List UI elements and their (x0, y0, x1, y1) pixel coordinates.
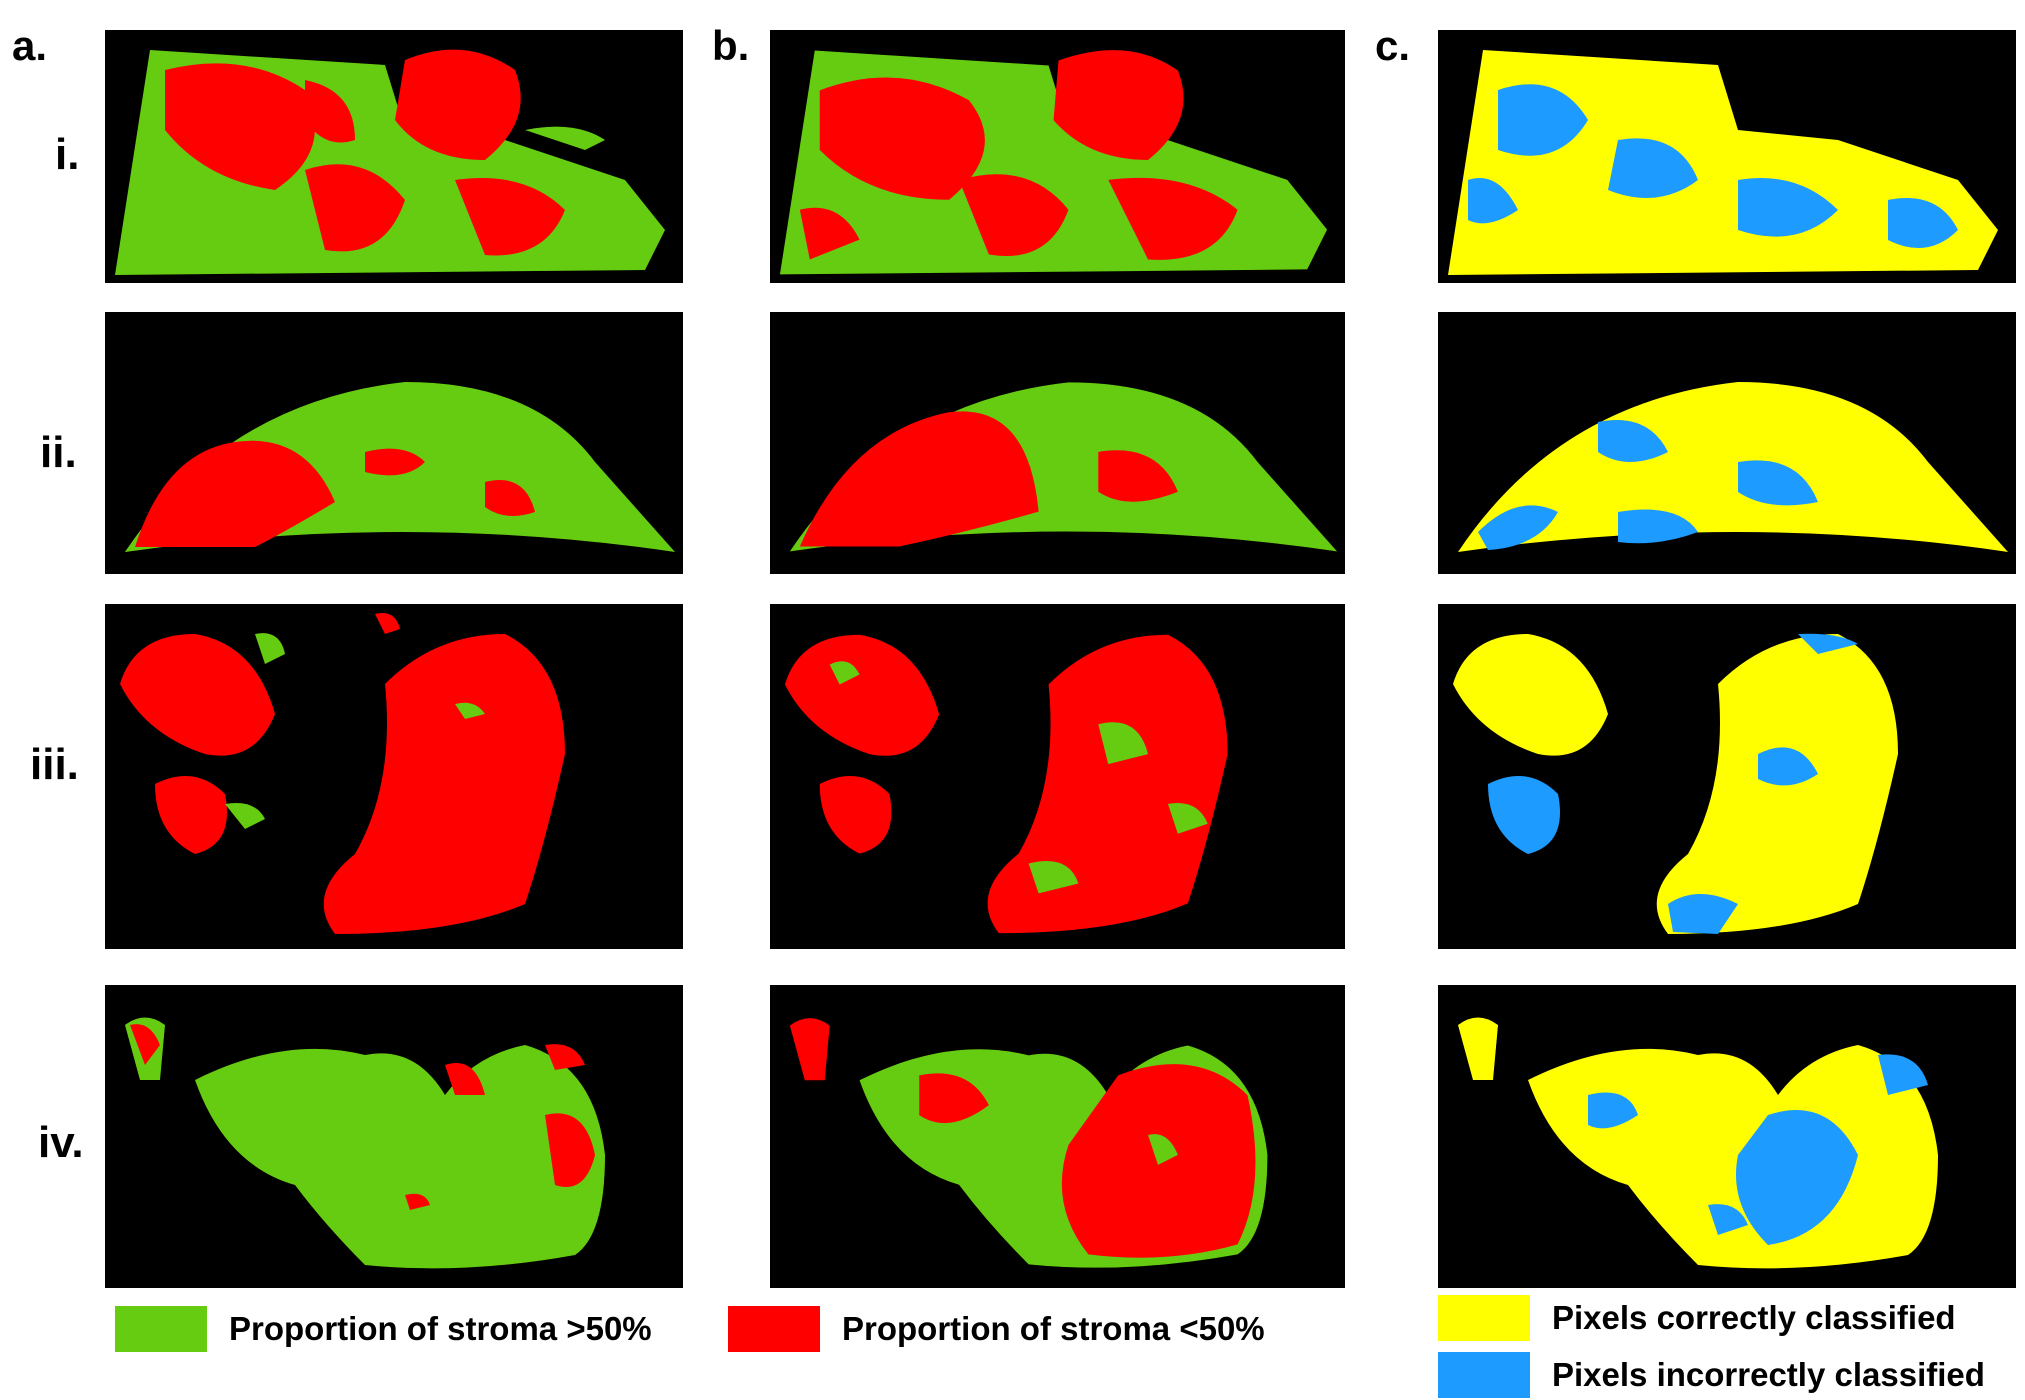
legend-label-stroma-low: Proportion of stroma <50% (842, 1310, 1265, 1347)
tissue-map-a-ii (125, 382, 675, 552)
panel-b-iii (770, 604, 1345, 949)
tissue-map-c-i (1448, 50, 1998, 275)
tissue-map-b-ii (789, 382, 1338, 552)
panel-c-i (1438, 30, 2016, 283)
tissue-map-a-iv (125, 1017, 605, 1269)
panel-a-i (105, 30, 683, 283)
tissue-map-a-i (115, 49, 665, 275)
legend-label-stroma-high: Proportion of stroma >50% (229, 1310, 652, 1347)
panel-c-iv (1438, 985, 2016, 1288)
row-label-iv: iv. (38, 1118, 84, 1167)
row-label-iii: iii. (30, 740, 79, 789)
tissue-map-c-iii (1453, 633, 1898, 934)
panel-b-i (770, 30, 1345, 283)
row-label-ii: ii. (40, 428, 77, 477)
tissue-map-b-iv (789, 1018, 1268, 1268)
panel-a-ii (105, 312, 683, 574)
legend-incorrect: Pixels incorrectly classified (1438, 1352, 1985, 1398)
legend-swatch-red (728, 1306, 820, 1352)
legend-stroma-high: Proportion of stroma >50% (115, 1306, 652, 1352)
tissue-map-b-i (779, 50, 1328, 275)
panel-a-iv (105, 985, 683, 1288)
column-label-a: a. (12, 22, 48, 69)
tissue-map-a-iii (120, 613, 565, 934)
panel-b-ii (770, 312, 1345, 574)
legend-swatch-green (115, 1306, 207, 1352)
tissue-map-b-iii (784, 634, 1228, 934)
legend-swatch-yellow (1438, 1295, 1530, 1341)
legend-correct: Pixels correctly classified (1438, 1295, 1956, 1341)
column-label-c: c. (1375, 22, 1411, 69)
row-label-i: i. (55, 130, 80, 179)
legend-label-correct: Pixels correctly classified (1552, 1299, 1956, 1336)
panel-b-iv (770, 985, 1345, 1288)
panel-c-iii (1438, 604, 2016, 949)
column-label-b: b. (712, 22, 750, 69)
legend-label-incorrect: Pixels incorrectly classified (1552, 1356, 1985, 1393)
legend-stroma-low: Proportion of stroma <50% (728, 1306, 1265, 1352)
tissue-map-c-iv (1458, 1017, 1938, 1269)
panel-c-ii (1438, 312, 2016, 574)
legend-swatch-blue (1438, 1352, 1530, 1398)
tissue-map-c-ii (1458, 382, 2008, 552)
panel-a-iii (105, 604, 683, 949)
